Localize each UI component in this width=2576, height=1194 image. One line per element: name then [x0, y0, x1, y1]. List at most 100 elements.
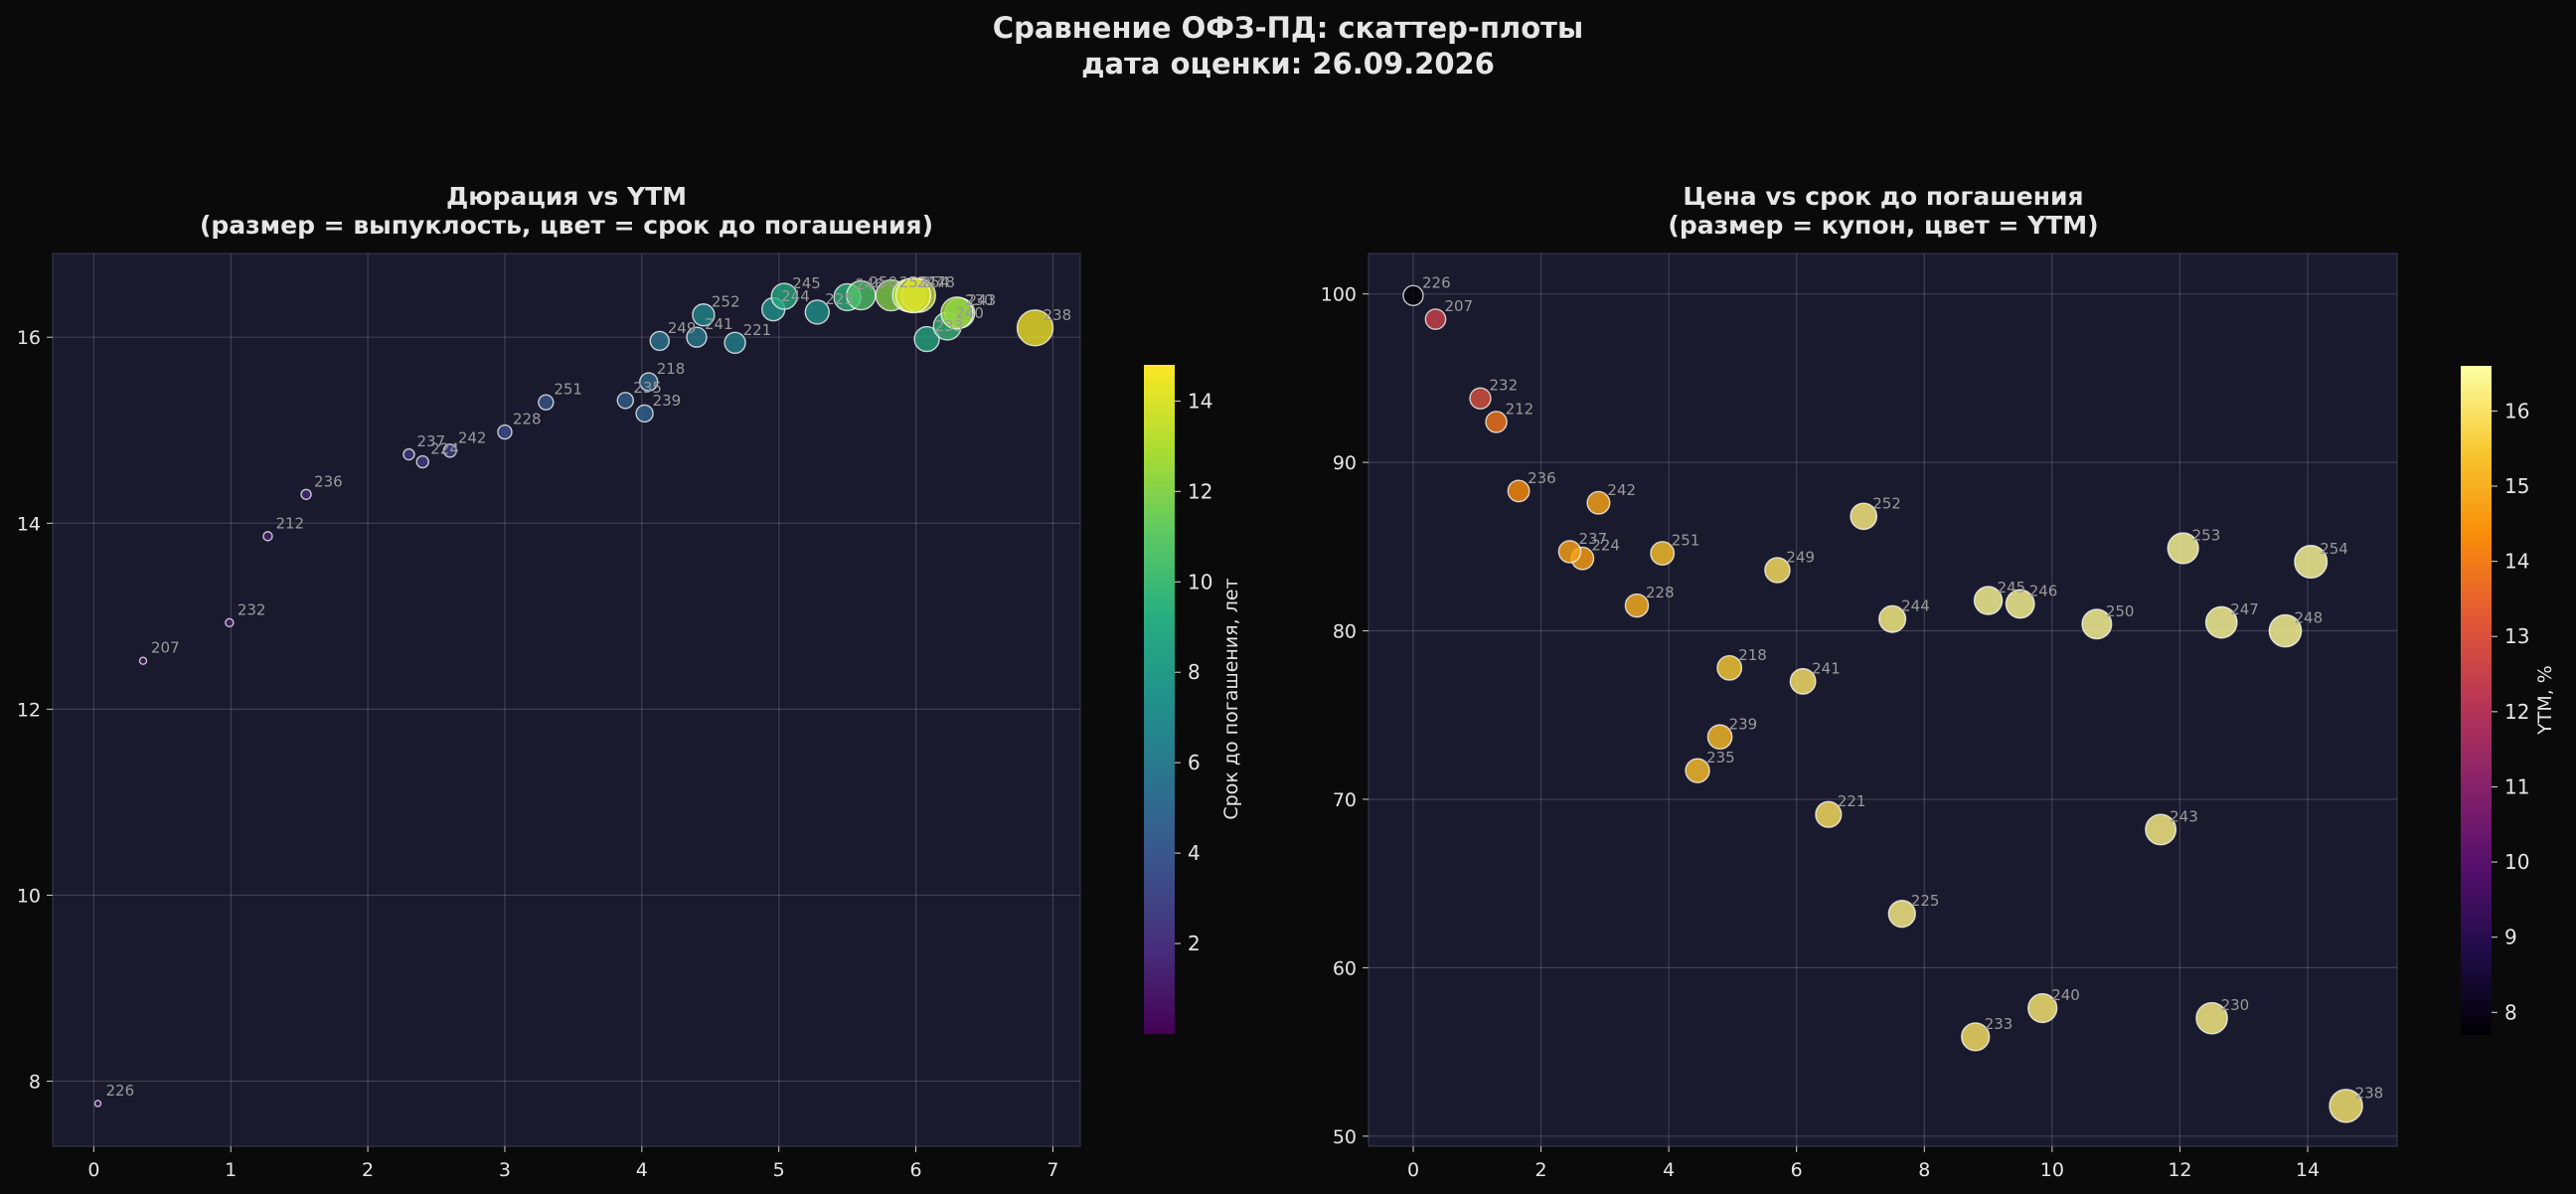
scatter-point-249 — [1764, 557, 1791, 584]
scatter-point-230 — [940, 296, 974, 330]
plot-area — [52, 253, 1081, 1147]
y-tick-label: 10 — [17, 885, 41, 907]
y-tick-label: 12 — [17, 699, 41, 721]
colorbar: 2 4 6 8 10 12 14 Срок до погашения, лет — [1144, 365, 1242, 1034]
plot-area — [1368, 253, 2398, 1147]
x-tick-label: 10 — [2040, 1159, 2064, 1181]
scatter-point-249 — [649, 330, 670, 352]
scatter-point-232 — [1469, 387, 1492, 410]
point-label-254: 254 — [921, 273, 950, 291]
scatter-point-235 — [616, 392, 634, 410]
point-label-240: 240 — [2051, 986, 2080, 1004]
point-label-225: 225 — [1911, 892, 1940, 910]
point-label-238: 238 — [2355, 1084, 2384, 1102]
colorbar-tick-label: 8 — [2504, 1000, 2517, 1024]
scatter-point-226 — [1402, 284, 1424, 307]
x-tick-label: 2 — [1535, 1159, 1547, 1181]
point-label-252: 252 — [712, 293, 740, 311]
x-axis: 0 1 2 3 4 5 6 7 — [87, 1146, 1058, 1181]
colorbar-label: Срок до погашения, лет — [1220, 578, 1242, 819]
scatter-point-207 — [1424, 308, 1447, 330]
colorbar-tick-label: 10 — [1188, 570, 1212, 594]
point-label-238: 238 — [1044, 306, 1072, 324]
point-label-241: 241 — [705, 315, 733, 333]
point-label-230: 230 — [2221, 996, 2250, 1014]
scatter-point-246 — [2005, 589, 2035, 619]
point-label-226: 226 — [1422, 273, 1451, 291]
y-tick-label: 90 — [1333, 452, 1357, 474]
scatter-point-230 — [2195, 1001, 2228, 1035]
colorbar-tick-label: 8 — [1188, 660, 1201, 684]
colorbar: 8 9 10 11 12 13 14 15 16 YTM, % — [2461, 366, 2556, 1035]
point-label-243: 243 — [2170, 807, 2198, 825]
point-label-236: 236 — [1528, 469, 1556, 487]
point-label-245: 245 — [1998, 579, 2026, 597]
y-tick-label: 50 — [1333, 1126, 1357, 1148]
point-label-252: 252 — [1872, 494, 1901, 512]
scatter-point-237 — [1557, 540, 1582, 564]
point-label-221: 221 — [1838, 792, 1866, 810]
point-label-243: 243 — [968, 291, 997, 309]
scatter-point-221 — [1815, 800, 1843, 828]
scatter-point-241 — [1789, 667, 1817, 695]
x-tick-label: 4 — [1663, 1159, 1675, 1181]
scatter-point-239 — [635, 404, 654, 424]
point-label-254: 254 — [2320, 540, 2348, 558]
point-label-226: 226 — [105, 1082, 134, 1100]
point-label-244: 244 — [781, 287, 810, 305]
y-tick-label: 16 — [17, 327, 41, 349]
point-label-230: 230 — [965, 291, 994, 309]
point-label-212: 212 — [275, 514, 304, 532]
x-tick-label: 14 — [2296, 1159, 2320, 1181]
colorbar-tick-label: 4 — [1188, 841, 1201, 865]
scatter-point-212 — [262, 531, 273, 542]
point-label-225: 225 — [825, 290, 854, 308]
scatter-point-239 — [1706, 724, 1733, 751]
point-label-247: 247 — [917, 273, 946, 291]
colorbar-label: YTM, % — [2534, 665, 2556, 736]
x-tick-label: 0 — [87, 1159, 99, 1181]
colorbar-tick-label: 14 — [2504, 550, 2529, 574]
x-tick-label: 7 — [1046, 1159, 1058, 1181]
scatter-point-218 — [1716, 654, 1743, 681]
point-label-247: 247 — [2230, 600, 2259, 618]
point-label-224: 224 — [1591, 537, 1620, 555]
x-tick-label: 6 — [910, 1159, 922, 1181]
colorbar-ticks: 8 9 10 11 12 13 14 15 16 — [2492, 399, 2529, 1024]
colorbar-tick-label: 9 — [2504, 926, 2517, 949]
point-label-232: 232 — [238, 600, 266, 618]
y-tick-label: 60 — [1333, 957, 1357, 979]
colorbar-tick-label: 2 — [1188, 932, 1201, 955]
y-tick-label: 70 — [1333, 789, 1357, 811]
colorbar-gradient — [2461, 366, 2492, 1035]
point-label-232: 232 — [1490, 377, 1519, 395]
figure-title-line2: дата оценки: 26.09.2026 — [1081, 47, 1495, 81]
scatter-point-233 — [913, 325, 940, 353]
scatter-points — [93, 276, 1054, 1108]
scatter-point-236 — [1507, 479, 1530, 503]
point-label-228: 228 — [1646, 584, 1675, 601]
colorbar-tick-label: 12 — [2504, 700, 2529, 724]
point-label-253: 253 — [2192, 527, 2221, 545]
grid — [1368, 254, 2397, 1146]
x-tick-label: 5 — [773, 1159, 785, 1181]
scatter-point-254 — [2294, 545, 2329, 580]
scatter-point-226 — [93, 1100, 102, 1108]
colorbar-tick-label: 12 — [1188, 479, 1212, 503]
point-label-218: 218 — [657, 360, 686, 378]
x-tick-label: 8 — [1918, 1159, 1930, 1181]
scatter-point-242 — [1586, 490, 1611, 515]
scatter-point-228 — [497, 424, 513, 440]
y-axis: 8 10 12 14 16 — [17, 327, 53, 1094]
scatter-point-245 — [770, 282, 798, 310]
scatter-point-248 — [2268, 613, 2303, 648]
colorbar-tick-label: 11 — [2504, 774, 2529, 798]
scatter-point-237 — [402, 447, 415, 461]
point-label-248: 248 — [926, 273, 955, 291]
scatter-point-224 — [415, 454, 429, 469]
point-label-242: 242 — [1607, 481, 1636, 499]
point-label-246: 246 — [856, 275, 885, 293]
y-tick-label: 14 — [17, 513, 41, 535]
